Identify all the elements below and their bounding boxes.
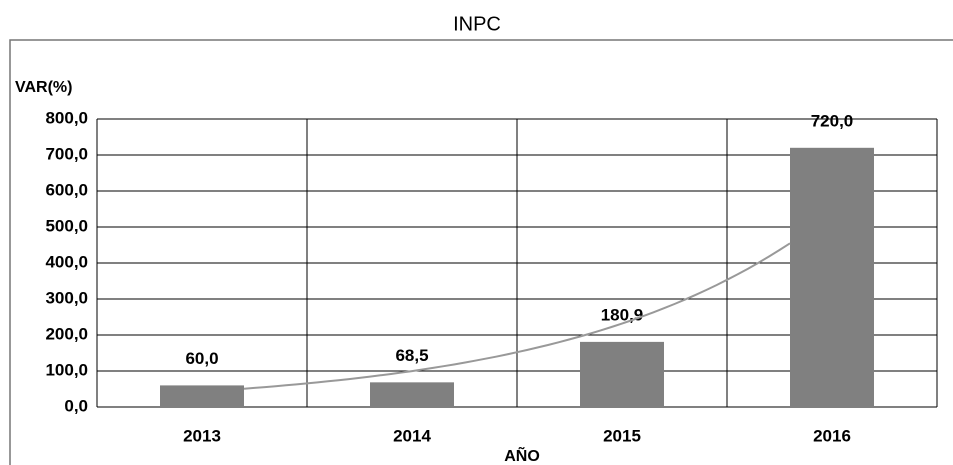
y-tick-label: 600,0	[45, 180, 88, 199]
bar	[160, 385, 244, 407]
y-tick-label: 400,0	[45, 252, 88, 271]
x-tick-label: 2015	[603, 426, 641, 445]
y-tick-label: 300,0	[45, 288, 88, 307]
bar	[580, 341, 664, 407]
x-axis-label: AÑO	[504, 445, 540, 465]
x-tick-label: 2014	[393, 426, 431, 445]
data-label: 180,9	[601, 305, 644, 324]
bar	[790, 147, 874, 408]
y-tick-label: 500,0	[45, 216, 88, 235]
y-tick-label: 0,0	[64, 396, 88, 415]
y-axis-label: VAR(%)	[15, 79, 72, 96]
data-label: 60,0	[185, 349, 218, 368]
x-tick-label: 2016	[813, 426, 851, 445]
chart-title: INPC	[453, 13, 501, 35]
data-label: 720,0	[811, 111, 854, 130]
data-label: 68,5	[395, 346, 428, 365]
frame	[9, 39, 953, 465]
bar	[370, 382, 454, 407]
y-tick-label: 100,0	[45, 360, 88, 379]
y-tick-label: 800,0	[45, 108, 88, 127]
y-tick-label: 200,0	[45, 324, 88, 343]
x-tick-label: 2013	[183, 426, 221, 445]
y-tick-label: 700,0	[45, 144, 88, 163]
trendline	[243, 242, 791, 390]
